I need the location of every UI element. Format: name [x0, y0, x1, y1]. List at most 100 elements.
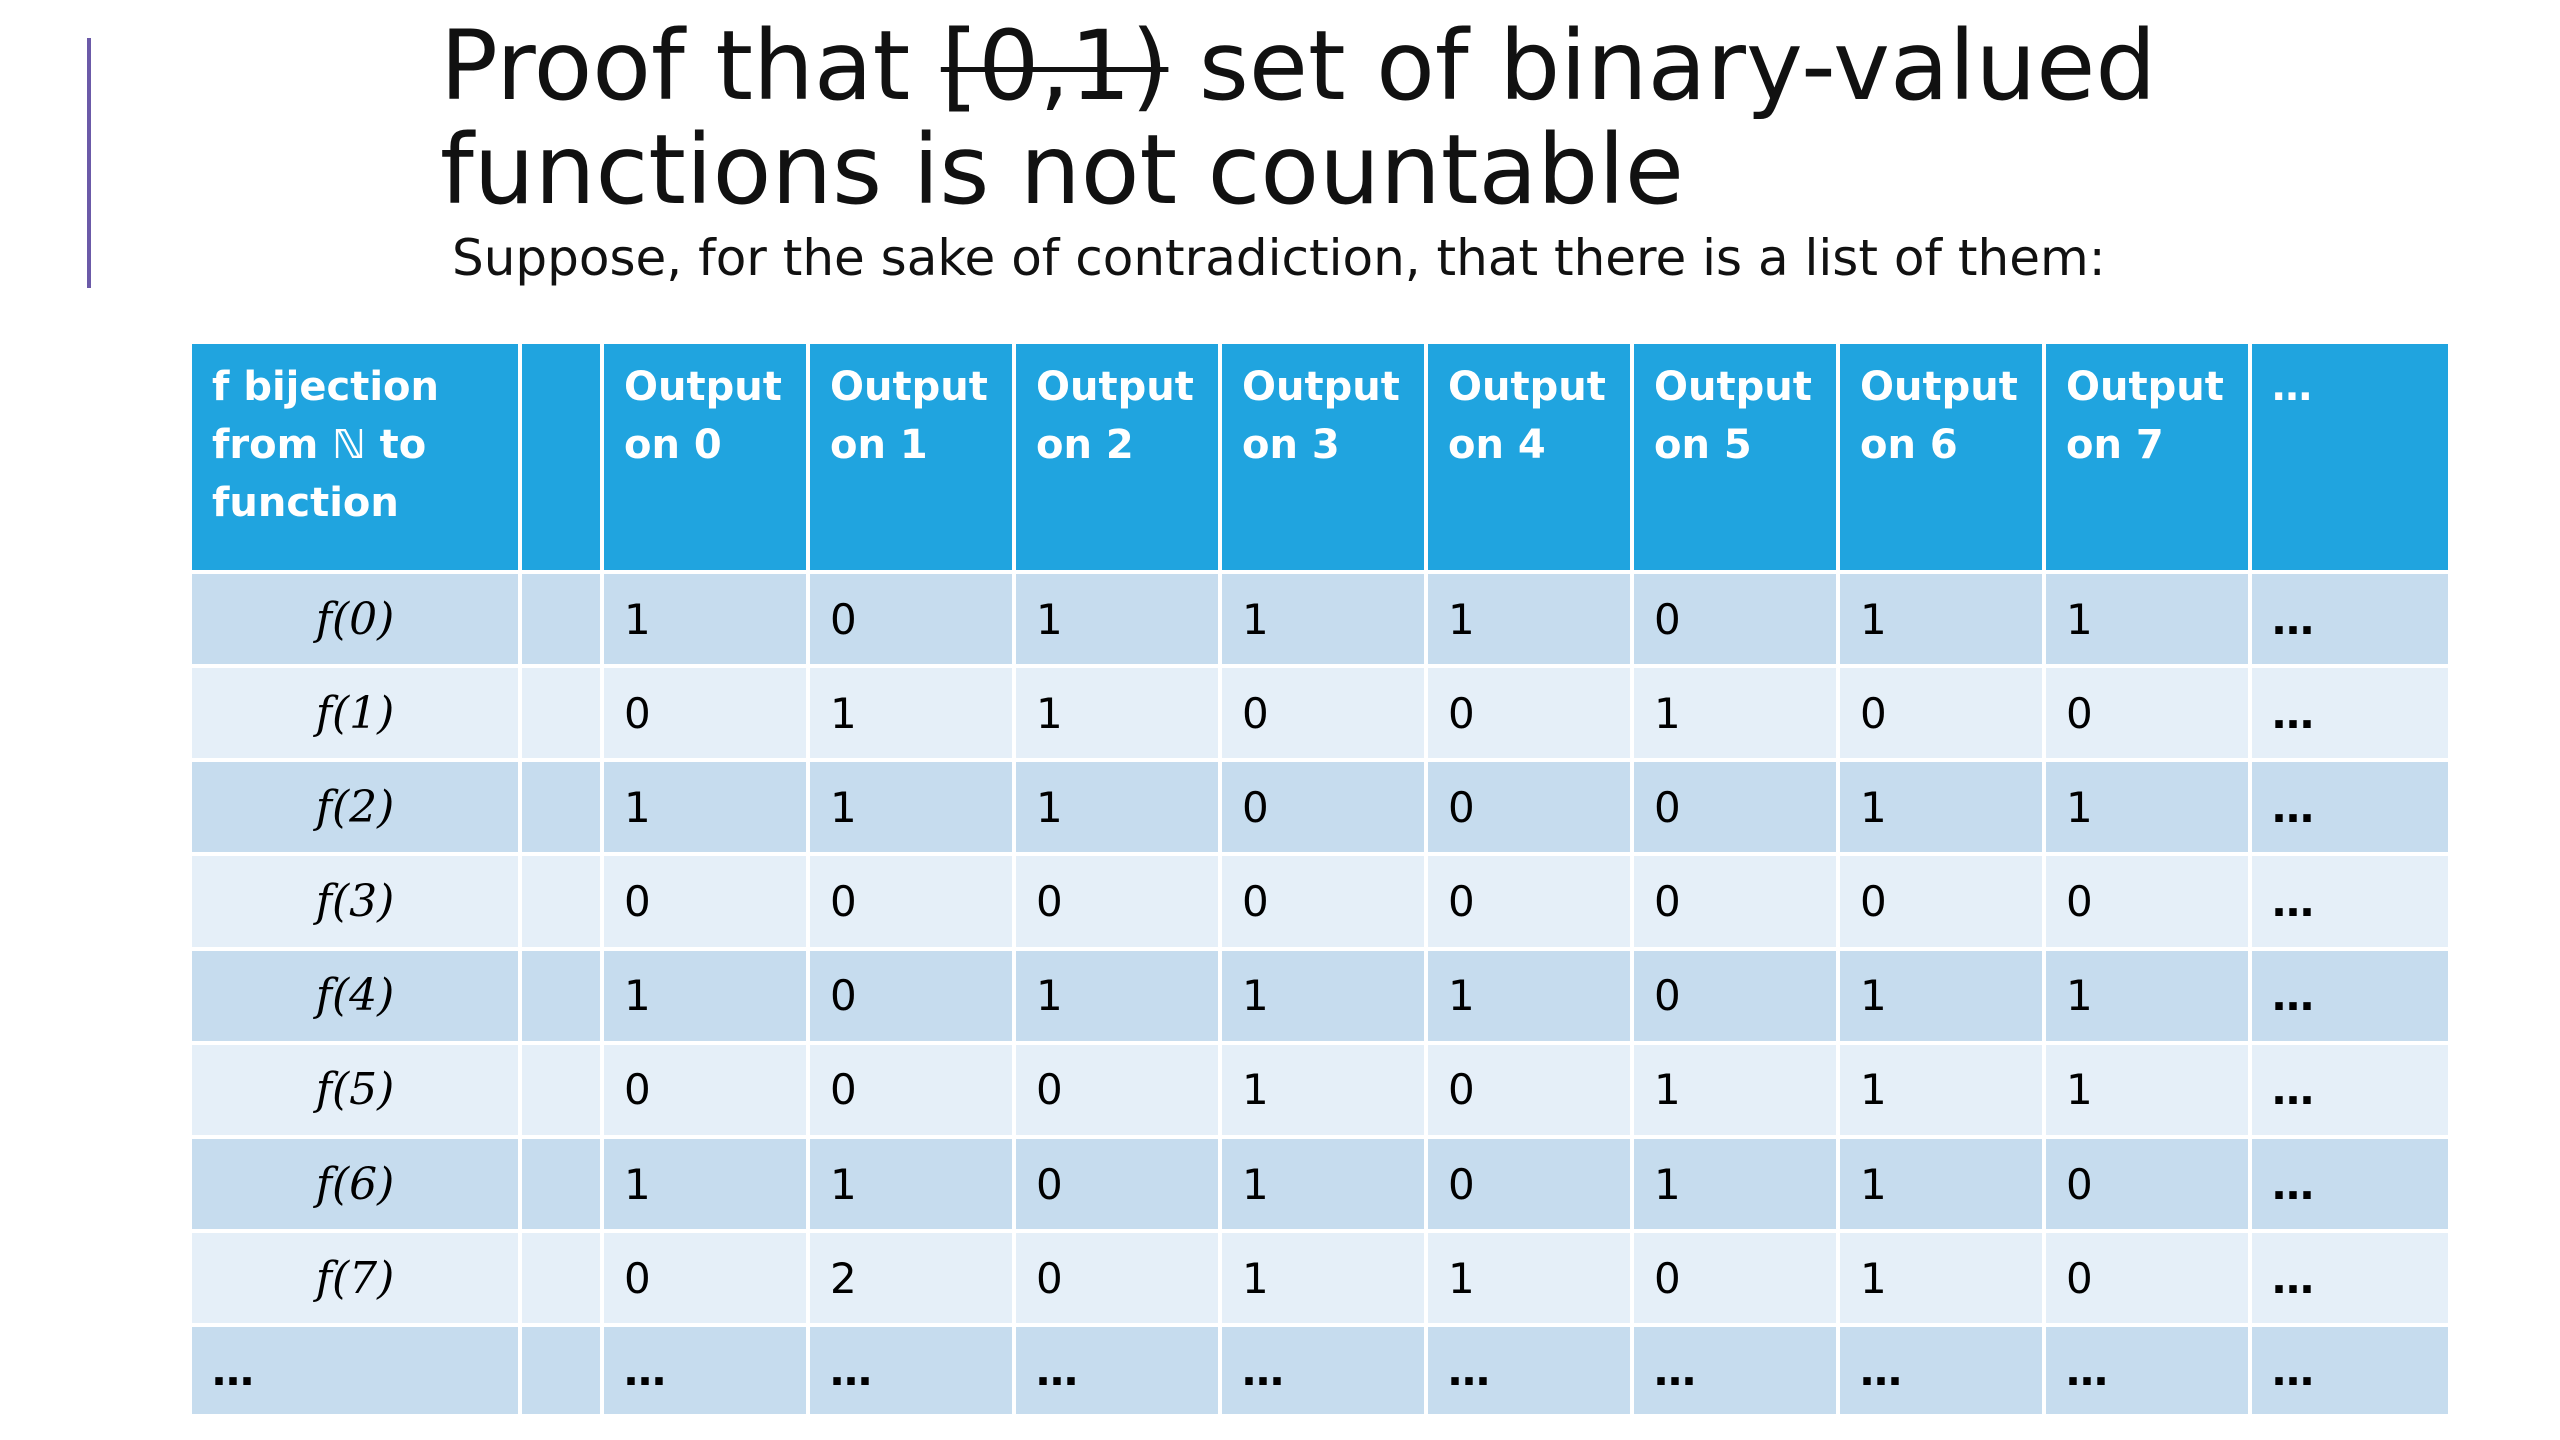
row-spacer — [518, 852, 604, 951]
row-label: f(1) — [188, 664, 522, 763]
cell-value: 0 — [1836, 852, 2046, 951]
table-row: f(4) 1 0 1 1 1 0 1 1… — [188, 946, 2452, 1045]
cell-value: 1 — [1218, 1040, 1428, 1139]
table-row-ellipsis: ………………………… — [188, 1323, 2452, 1418]
row-more: … — [2248, 1134, 2452, 1234]
cell-value: 1 — [1836, 1040, 2046, 1139]
cell-value: 0 — [1012, 1040, 1222, 1139]
cell-value: 0 — [806, 1040, 1016, 1139]
slide-title: Proof that [0,1) set of binary-valued fu… — [440, 14, 2340, 222]
cell-value: 0 — [1218, 852, 1428, 951]
title-prefix: Proof that — [440, 10, 941, 122]
row-spacer — [518, 1134, 604, 1234]
cell-value: 1 — [1218, 1229, 1428, 1328]
table-row: f(2) 1 1 1 0 0 0 1 1… — [188, 758, 2452, 857]
row-more: … — [2248, 946, 2452, 1045]
row-label: f(6) — [188, 1134, 522, 1234]
cell-value: 1 — [600, 758, 810, 857]
header-output-2: Output on 2 — [1012, 340, 1222, 574]
cell-value: 1 — [1218, 1134, 1428, 1234]
table-row: f(7) 0 2 0 1 1 0 1 0… — [188, 1229, 2452, 1328]
cell-value: 1 — [600, 946, 810, 1045]
table-row: f(1) 0 1 1 0 0 1 0 0… — [188, 664, 2452, 763]
table-row: f(3) 0 0 0 0 0 0 0 0… — [188, 852, 2452, 951]
header-output-0: Output on 0 — [600, 340, 810, 574]
cell-value: … — [1630, 1323, 1840, 1418]
cell-value: … — [806, 1323, 1016, 1418]
title-strikethrough: [0,1) — [940, 10, 1169, 122]
row-more: … — [2248, 1323, 2452, 1418]
cell-value: 1 — [1630, 1134, 1840, 1234]
row-spacer — [518, 1229, 604, 1328]
cell-value: … — [600, 1323, 810, 1418]
cell-value: 1 — [1012, 569, 1222, 669]
table-header-row: f bijection from ℕ to function Output on … — [188, 340, 2452, 574]
cell-value: 1 — [806, 664, 1016, 763]
table-row: f(6) 1 1 0 1 0 1 1 0… — [188, 1134, 2452, 1234]
cell-value: 0 — [806, 852, 1016, 951]
cell-value: 0 — [1218, 758, 1428, 857]
cell-value: 1 — [1836, 946, 2046, 1045]
cell-value: 1 — [1630, 1040, 1840, 1139]
cell-value: 1 — [806, 1134, 1016, 1234]
header-label: f bijection from ℕ to function — [188, 340, 522, 574]
cell-value: 0 — [806, 946, 1016, 1045]
header-output-4: Output on 4 — [1424, 340, 1634, 574]
row-label: … — [188, 1323, 522, 1418]
row-more: … — [2248, 569, 2452, 669]
cell-value: 1 — [600, 1134, 810, 1234]
header-more: … — [2248, 340, 2452, 574]
cell-value: 0 — [1630, 569, 1840, 669]
cell-value: 1 — [1424, 569, 1634, 669]
cell-value: 0 — [1012, 1134, 1222, 1234]
cell-value: 0 — [1012, 852, 1222, 951]
cell-value: 1 — [1218, 569, 1428, 669]
cell-value: 0 — [2042, 664, 2252, 763]
row-more: … — [2248, 664, 2452, 763]
header-output-5: Output on 5 — [1630, 340, 1840, 574]
cell-value: 0 — [2042, 1229, 2252, 1328]
cell-value: 1 — [600, 569, 810, 669]
cell-value: 1 — [1012, 664, 1222, 763]
header-output-3: Output on 3 — [1218, 340, 1428, 574]
row-label: f(0) — [188, 569, 522, 669]
header-output-7: Output on 7 — [2042, 340, 2252, 574]
cell-value: 0 — [600, 852, 810, 951]
row-spacer — [518, 1323, 604, 1418]
cell-value: 1 — [1424, 946, 1634, 1045]
row-label: f(3) — [188, 852, 522, 951]
cell-value: 0 — [1424, 758, 1634, 857]
cell-value: 0 — [1012, 1229, 1222, 1328]
header-output-6: Output on 6 — [1836, 340, 2046, 574]
cell-value: 1 — [1424, 1229, 1634, 1328]
cell-value: … — [2042, 1323, 2252, 1418]
cell-value: 0 — [1218, 664, 1428, 763]
row-label: f(7) — [188, 1229, 522, 1328]
cell-value: 0 — [2042, 852, 2252, 951]
row-more: … — [2248, 852, 2452, 951]
row-label: f(5) — [188, 1040, 522, 1139]
cell-value: 1 — [1836, 758, 2046, 857]
cell-value: 0 — [2042, 1134, 2252, 1234]
accent-bar — [87, 38, 91, 288]
row-more: … — [2248, 758, 2452, 857]
row-more: … — [2248, 1229, 2452, 1328]
cell-value: 1 — [1630, 664, 1840, 763]
cell-value: … — [1424, 1323, 1634, 1418]
table-body: f(0) 1 0 1 1 1 0 1 1… f(1) 0 1 1 0 0 1 0 0… f(2) 1 1 1 0 0 0 1 1… f… — [188, 569, 2452, 1418]
cell-value: 1 — [2042, 1040, 2252, 1139]
table-row: f(5) 0 0 0 1 0 1 1 1… — [188, 1040, 2452, 1139]
row-spacer — [518, 758, 604, 857]
cell-value: 0 — [1424, 664, 1634, 763]
cell-value: 0 — [600, 1040, 810, 1139]
row-spacer — [518, 1040, 604, 1139]
cell-value: 1 — [806, 758, 1016, 857]
row-label: f(4) — [188, 946, 522, 1045]
cell-value: 0 — [1630, 946, 1840, 1045]
slide-subtitle: Suppose, for the sake of contradiction, … — [452, 229, 2106, 287]
cell-value: 0 — [1630, 1229, 1840, 1328]
cell-value: 2 — [806, 1229, 1016, 1328]
cell-value: 0 — [1836, 664, 2046, 763]
cell-value: 1 — [1836, 1229, 2046, 1328]
cell-value: 1 — [2042, 758, 2252, 857]
